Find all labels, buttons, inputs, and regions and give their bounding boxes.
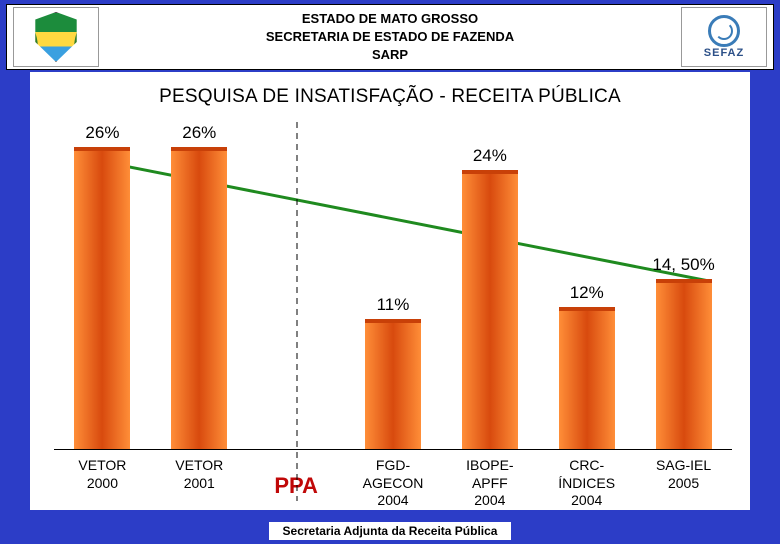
sefaz-spiral-icon [708, 15, 740, 47]
bar-value-label-3: 11% [377, 295, 410, 315]
category-label-5: CRC-ÍNDICES2004 [532, 457, 642, 510]
bar-value-label-4: 24% [473, 146, 507, 166]
bar-1 [171, 151, 227, 449]
state-crest-box [13, 7, 99, 67]
header-line2: SECRETARIA DE ESTADO DE FAZENDA [99, 28, 681, 46]
ppa-label: PPA [274, 473, 318, 499]
header-text: ESTADO DE MATO GROSSO SECRETARIA DE ESTA… [99, 10, 681, 65]
category-label-0: VETOR2000 [47, 457, 157, 492]
bar-value-label-1: 26% [182, 123, 216, 143]
category-label-3: FGD-AGECON2004 [338, 457, 448, 510]
sefaz-logo-box: SEFAZ [681, 7, 767, 67]
bar-4 [462, 174, 518, 449]
category-label-4: IBOPE-APFF2004 [435, 457, 545, 510]
state-crest-icon [33, 12, 79, 62]
chart-plot-area: 26%VETOR200026%VETOR200111%FGD-AGECON200… [54, 128, 732, 450]
category-label-1: VETOR2001 [144, 457, 254, 492]
footer-bar: Secretaria Adjunta da Receita Pública [0, 522, 780, 540]
header-line3: SARP [99, 46, 681, 64]
bar-3 [365, 323, 421, 449]
bar-6 [656, 283, 712, 449]
sefaz-label: SEFAZ [704, 47, 744, 59]
category-label-6: SAG-IEL2005 [629, 457, 739, 492]
chart-title: PESQUISA DE INSATISFAÇÃO - RECEITA PÚBLI… [30, 72, 750, 108]
bar-5 [559, 311, 615, 449]
header-line1: ESTADO DE MATO GROSSO [99, 10, 681, 28]
bar-0 [74, 151, 130, 449]
header: ESTADO DE MATO GROSSO SECRETARIA DE ESTA… [6, 4, 774, 70]
footer-text: Secretaria Adjunta da Receita Pública [269, 522, 512, 540]
vertical-divider [296, 122, 298, 501]
bar-value-label-6: 14, 50% [652, 255, 714, 275]
chart-panel: PESQUISA DE INSATISFAÇÃO - RECEITA PÚBLI… [30, 72, 750, 510]
bar-value-label-5: 12% [570, 283, 604, 303]
bar-value-label-0: 26% [85, 123, 119, 143]
